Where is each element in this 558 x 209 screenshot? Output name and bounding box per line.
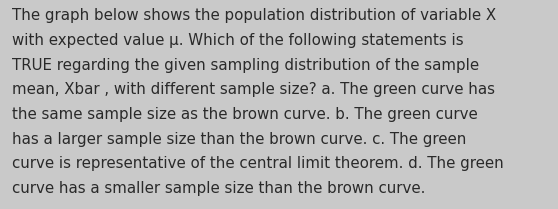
Text: TRUE regarding the given sampling distribution of the sample: TRUE regarding the given sampling distri… [12, 58, 479, 73]
Text: curve has a smaller sample size than the brown curve.: curve has a smaller sample size than the… [12, 181, 426, 196]
Text: with expected value μ. Which of the following statements is: with expected value μ. Which of the foll… [12, 33, 464, 48]
Text: mean, Xbar , with different sample size? a. The green curve has: mean, Xbar , with different sample size?… [12, 82, 496, 97]
Text: has a larger sample size than the brown curve. c. The green: has a larger sample size than the brown … [12, 132, 466, 147]
Text: curve is representative of the central limit theorem. d. The green: curve is representative of the central l… [12, 156, 504, 171]
Text: the same sample size as the brown curve. b. The green curve: the same sample size as the brown curve.… [12, 107, 478, 122]
Text: The graph below shows the population distribution of variable X: The graph below shows the population dis… [12, 8, 497, 23]
